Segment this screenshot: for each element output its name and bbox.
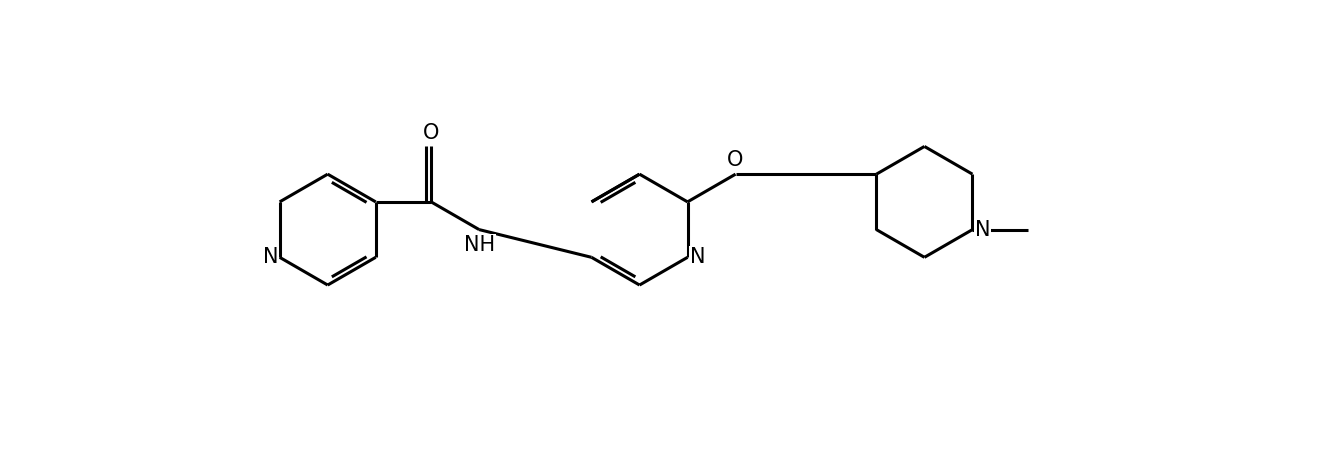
- Text: N: N: [975, 219, 990, 239]
- Text: N: N: [690, 248, 706, 268]
- Text: O: O: [727, 150, 743, 170]
- Text: O: O: [424, 123, 440, 143]
- Text: N: N: [262, 248, 278, 268]
- Text: NH: NH: [464, 235, 494, 255]
